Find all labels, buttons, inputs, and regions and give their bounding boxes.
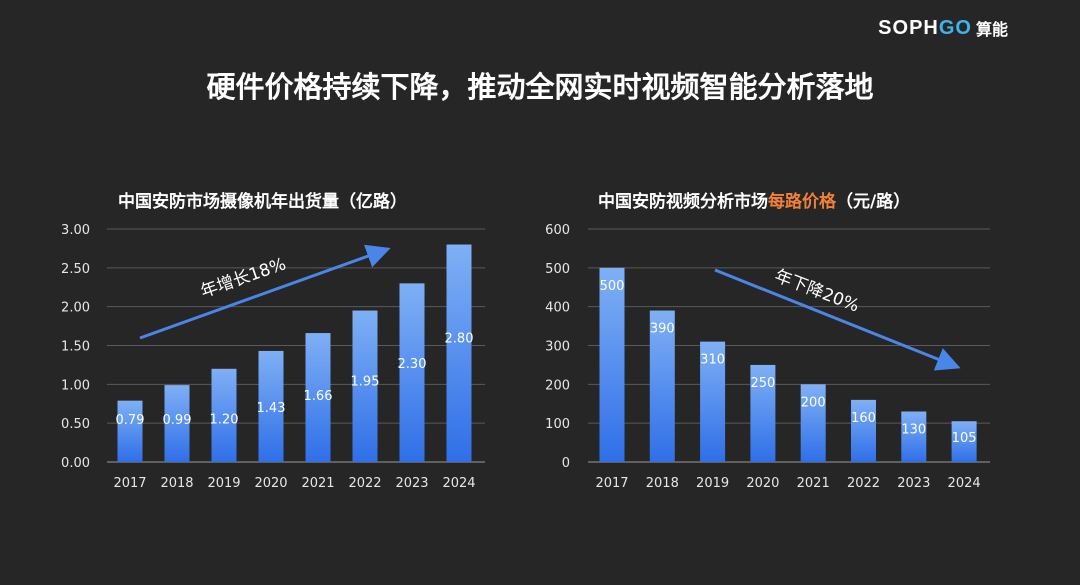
chart-2-y-tick-label: 0 xyxy=(562,456,570,471)
chart-2-y-tick-label: 100 xyxy=(545,417,570,432)
chart-1-value-label: 2.30 xyxy=(398,357,427,372)
chart-2-title: 中国安防视频分析市场每路价格（元/路） xyxy=(598,192,911,212)
chart-2-value-label: 500 xyxy=(600,279,625,294)
chart-2-bar xyxy=(649,310,675,462)
chart-1-value-label: 2.80 xyxy=(445,332,474,347)
chart-2-x-tick-label: 2018 xyxy=(646,476,679,491)
logo-chinese-name: 算能 xyxy=(975,20,1008,39)
chart-2-bar xyxy=(750,364,776,462)
chart-1-y-tick-label: 1.00 xyxy=(61,378,90,393)
chart-2-x-tick-label: 2021 xyxy=(797,476,830,491)
chart-1-x-tick-label: 2020 xyxy=(254,476,287,491)
chart-2-value-label: 200 xyxy=(801,395,826,410)
chart-2-y-tick-label: 400 xyxy=(545,301,570,316)
chart-1-x-tick-label: 2021 xyxy=(301,476,334,491)
chart-1-x-tick-label: 2022 xyxy=(348,476,381,491)
chart-2-y-tick-label: 300 xyxy=(545,340,570,355)
chart-1-title: 中国安防市场摄像机年出货量（亿路） xyxy=(118,192,407,212)
chart-1-bar xyxy=(305,333,331,462)
chart-2-bar xyxy=(901,411,927,462)
chart-1-bar xyxy=(211,368,237,462)
chart-1-bar xyxy=(399,283,425,462)
chart-2-title-highlight: 每路价格 xyxy=(768,192,836,212)
chart-1-value-label: 0.99 xyxy=(163,413,192,428)
chart-1-bar xyxy=(117,400,143,462)
chart-1-value-label: 1.66 xyxy=(304,389,333,404)
chart-2-bar xyxy=(951,421,977,462)
chart-1-x-tick-label: 2023 xyxy=(395,476,428,491)
chart-2-value-label: 390 xyxy=(650,322,675,337)
chart-1-y-tick-label: 3.00 xyxy=(61,223,90,238)
chart-2-value-label: 130 xyxy=(901,423,926,438)
chart-2-bar xyxy=(700,341,726,462)
chart-1-y-tick-label: 1.50 xyxy=(61,340,90,355)
chart-2-bar xyxy=(800,384,826,462)
chart-1-trend-annotation: 年增长18% xyxy=(198,254,288,302)
chart-2-x-tick-label: 2023 xyxy=(897,476,930,491)
chart-2-y-tick-label: 600 xyxy=(545,223,570,238)
chart-1-value-label: 1.43 xyxy=(257,401,286,416)
chart-1-y-tick-label: 2.00 xyxy=(61,301,90,316)
chart-1-bar xyxy=(446,244,472,462)
chart-1-bar xyxy=(352,310,378,462)
chart-1-value-label: 1.95 xyxy=(351,375,380,390)
chart-1-value-label: 0.79 xyxy=(116,413,145,428)
chart-1-bar xyxy=(164,385,190,462)
chart-1-trend-arrow xyxy=(139,244,391,340)
chart-2-y-tick-label: 200 xyxy=(545,378,570,393)
chart-2-x-tick-label: 2017 xyxy=(595,476,628,491)
chart-2-trend-arrow xyxy=(714,268,961,371)
chart-1-y-tick-label: 2.50 xyxy=(61,262,90,277)
chart-2-bar xyxy=(851,399,876,462)
chart-2-y-tick-label: 500 xyxy=(545,262,570,277)
chart-1-x-tick-label: 2018 xyxy=(160,476,193,491)
chart-2-value-label: 250 xyxy=(750,376,775,391)
chart-2-x-tick-label: 2019 xyxy=(696,476,729,491)
chart-1-x-tick-label: 2017 xyxy=(113,476,146,491)
chart-1-y-tick-label: 0.50 xyxy=(61,417,90,432)
sophgo-logo: SOPHGO 算能 xyxy=(878,16,1008,40)
chart-2-value-label: 160 xyxy=(851,411,876,426)
chart-1-y-tick-label: 0.00 xyxy=(61,456,90,471)
chart-2-trend-annotation: 年下降20% xyxy=(772,266,862,316)
page-title: 硬件价格持续下降，推动全网实时视频智能分析落地 xyxy=(206,70,874,104)
chart-1-x-tick-label: 2024 xyxy=(442,476,475,491)
chart-1-x-tick-label: 2019 xyxy=(207,476,240,491)
chart-2-x-tick-label: 2022 xyxy=(847,476,880,491)
chart-1-bar xyxy=(258,350,284,462)
chart-2-value-label: 310 xyxy=(700,353,725,368)
chart-2-bar xyxy=(599,267,625,462)
chart-2-value-label: 105 xyxy=(952,431,977,446)
chart-1-value-label: 1.20 xyxy=(210,412,239,427)
chart-2-x-tick-label: 2020 xyxy=(746,476,779,491)
logo-wordmark: SOPHGO xyxy=(878,16,972,39)
chart-2-x-tick-label: 2024 xyxy=(948,476,981,491)
